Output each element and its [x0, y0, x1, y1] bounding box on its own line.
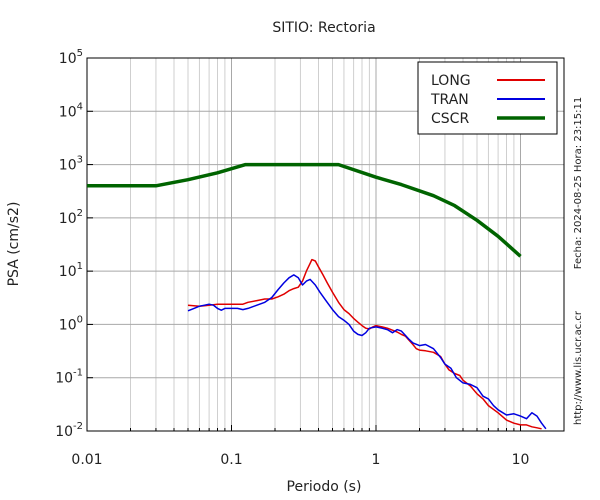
- y-tick-label: 105: [59, 48, 83, 67]
- series-line-cscr: [87, 162, 522, 258]
- plot-frame: [86, 57, 565, 432]
- y-axis-ticks: 10-2 10-1 100 101 102 103 104 105: [55, 48, 93, 440]
- y-tick-label: 104: [59, 101, 83, 120]
- x-tick-label: 1: [372, 452, 381, 468]
- x-tick-label: 0.1: [220, 452, 242, 468]
- chart-title: SITIO: Rectoria: [272, 20, 375, 36]
- fecha-hora-text: Fecha: 2024-08-25 Hora: 23:15:11: [573, 97, 584, 270]
- y-tick-label: 101: [59, 261, 83, 280]
- x-tick-label: 10: [512, 452, 530, 468]
- x-tick-label: 0.01: [71, 452, 102, 468]
- series-line-tran: [187, 274, 547, 430]
- legend-label-cscr: CSCR: [431, 111, 469, 127]
- y-tick-label: 103: [59, 155, 83, 174]
- x-axis-title: Periodo (s): [287, 479, 362, 495]
- legend-label-long: LONG: [431, 73, 471, 89]
- legend: LONG TRAN CSCR: [417, 61, 558, 135]
- y-tick-label: 10-2: [55, 421, 83, 440]
- y-tick-label: 10-1: [55, 368, 83, 387]
- y-tick-label: 100: [59, 314, 83, 333]
- series-layer: [87, 162, 547, 430]
- y-axis-title: PSA (cm/s2): [6, 202, 22, 287]
- y-tick-label: 102: [59, 208, 83, 227]
- x-axis-ticks: 0.01 0.1 1 10: [71, 425, 565, 468]
- url-text: http://www.lis.ucr.ac.cr: [573, 310, 584, 425]
- legend-label-tran: TRAN: [430, 92, 469, 108]
